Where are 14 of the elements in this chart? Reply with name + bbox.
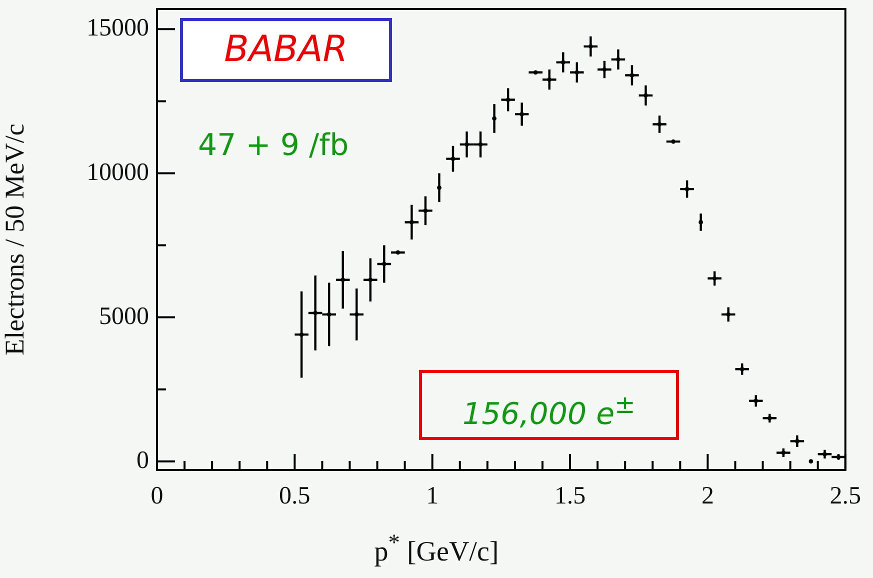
x-tick-label: 2 [701, 482, 714, 510]
x-tick-label: 1.5 [554, 482, 586, 510]
y-tick-label: 0 [136, 446, 149, 474]
x-tick-label: 2.5 [830, 482, 861, 510]
x-tick-label: 0.5 [279, 482, 310, 510]
y-axis-title: Electrons / 50 MeV/c [0, 124, 30, 356]
y-tick-label: 10000 [86, 158, 149, 186]
y-tick-label: 5000 [99, 302, 149, 330]
x-axis-title: p$^{*}$ [GeV/c] [373, 530, 500, 568]
annotation: 47 + 9 /fb [198, 128, 349, 163]
annotation: BABAR [180, 18, 392, 82]
x-tick-label: 1 [426, 482, 439, 510]
y-tick-label: 15000 [86, 14, 149, 42]
annotation: 156,000 e$^{±}$ [419, 370, 679, 440]
